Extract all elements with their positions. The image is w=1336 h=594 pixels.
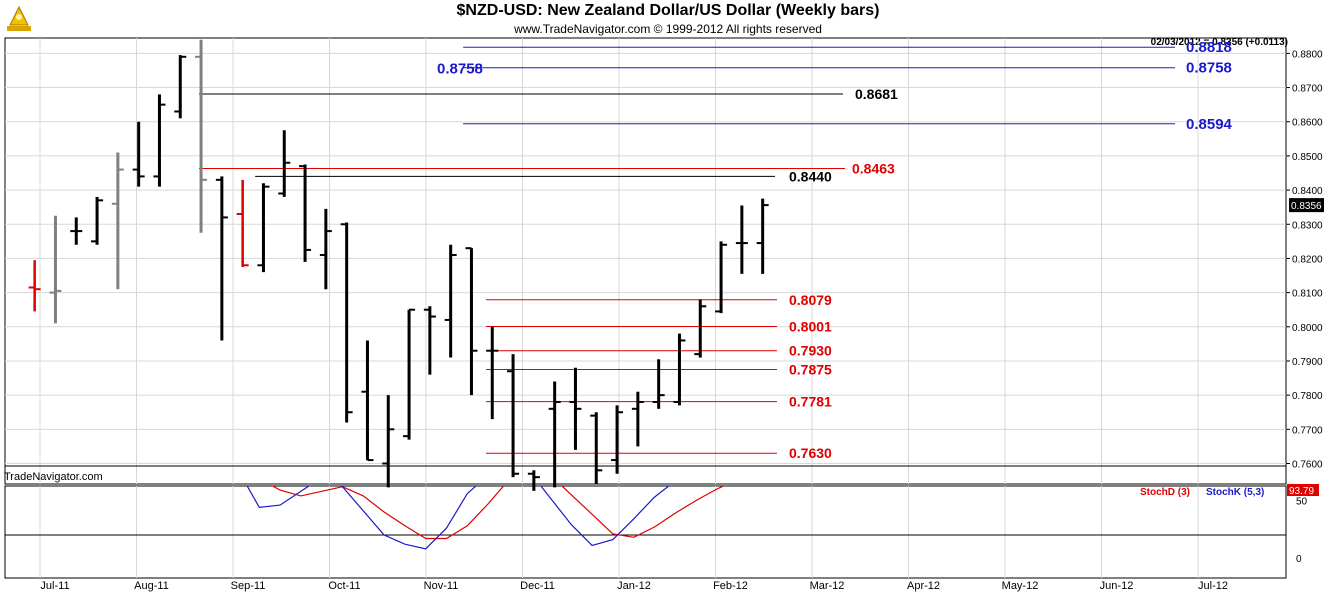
level-label: 0.7930 <box>789 343 832 359</box>
x-tick-label: May-12 <box>1002 580 1039 592</box>
y-tick-label: 0.8200 <box>1292 254 1323 265</box>
stochastic-plot-frame <box>4 485 1287 579</box>
x-tick-label: Mar-12 <box>810 580 845 592</box>
level-label: 0.8440 <box>789 168 832 184</box>
x-tick-label: Feb-12 <box>713 580 748 592</box>
x-tick-label: Jun-12 <box>1100 580 1134 592</box>
x-tick-label: Jan-12 <box>617 580 651 592</box>
level-label: 0.8594 <box>1186 116 1233 133</box>
chart-title: $NZD-USD: New Zealand Dollar/US Dollar (… <box>456 2 880 19</box>
price-plot-frame <box>4 37 1287 485</box>
stochastic-last-label: 93.79 <box>1289 486 1314 497</box>
level-label: 0.7781 <box>789 394 832 410</box>
y-tick-label: 0.8000 <box>1292 323 1323 334</box>
trade-navigator-logo <box>4 4 34 34</box>
last-price-box <box>1289 198 1324 213</box>
level-label: 0.8079 <box>789 292 832 308</box>
y-tick-label: 0.7900 <box>1292 357 1323 368</box>
level-label: 0.7875 <box>789 362 832 378</box>
y-tick-label: 0.8500 <box>1292 152 1323 163</box>
stochastic-line-k <box>246 486 670 550</box>
level-label: 0.8758 <box>1186 60 1232 77</box>
x-tick-label: Jul-12 <box>1198 580 1228 592</box>
y-tick-label: 0.7800 <box>1292 391 1323 402</box>
level-label: 0.8681 <box>855 86 898 102</box>
level-label: 0.8001 <box>789 318 832 334</box>
x-tick-label: Nov-11 <box>424 580 459 592</box>
y-tick-label: 0.8400 <box>1292 186 1323 197</box>
level-label: 0.7630 <box>789 445 832 461</box>
stochastic-line-d <box>271 486 726 540</box>
copyright-text: www.TradeNavigator.com © 1999-2012 All r… <box>514 22 822 36</box>
y-tick-label: 0.8700 <box>1292 84 1323 95</box>
y-tick-label: 0.8300 <box>1292 220 1323 231</box>
y-tick-label: 0.7700 <box>1292 425 1323 436</box>
last-price-label: 0.8356 <box>1291 201 1322 212</box>
x-tick-label: Aug-11 <box>134 580 169 592</box>
level-label-left: 0.8758 <box>437 61 483 78</box>
stochastic-tick-label: 50 <box>1296 497 1308 508</box>
x-tick-label: Jul-11 <box>40 580 69 592</box>
y-tick-label: 0.8100 <box>1292 289 1323 300</box>
x-tick-label: Sep-11 <box>231 580 266 592</box>
stochd-legend: StochD (3) <box>1140 487 1190 498</box>
level-label: 0.8463 <box>852 161 895 177</box>
watermark-text: TradeNavigator.com <box>4 471 103 483</box>
level-label: 0.8818 <box>1186 39 1232 56</box>
x-tick-label: Apr-12 <box>907 580 940 592</box>
stochastic-tick-label: 0 <box>1296 554 1302 565</box>
last-price-stamp: 02/03/2012 = 0.8356 (+0.0113) <box>1150 37 1288 48</box>
stochastic-last-box <box>1287 484 1319 496</box>
y-tick-label: 0.8600 <box>1292 118 1323 129</box>
stochk-legend: StochK (5,3) <box>1206 487 1264 498</box>
y-tick-label: 0.8800 <box>1292 49 1323 60</box>
x-tick-label: Oct-11 <box>328 580 360 592</box>
x-tick-label: Dec-11 <box>520 580 555 592</box>
y-tick-label: 0.7600 <box>1292 459 1323 470</box>
